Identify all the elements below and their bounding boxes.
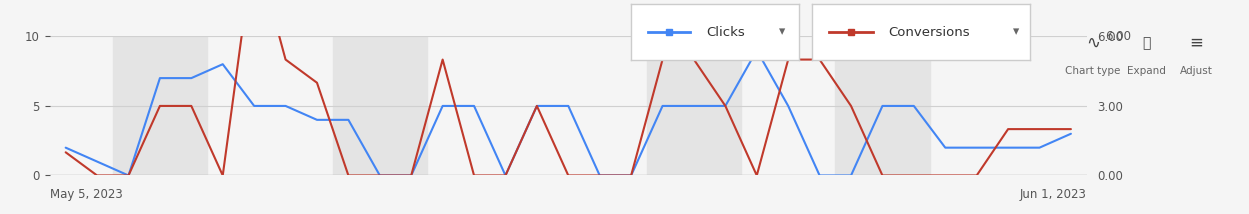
Bar [647, 36, 741, 175]
Text: ∿: ∿ [1085, 34, 1100, 52]
Text: ≡: ≡ [1189, 34, 1204, 52]
Text: Clicks: Clicks [707, 26, 746, 39]
Text: May 5, 2023: May 5, 2023 [50, 188, 122, 201]
Text: Expand: Expand [1127, 66, 1167, 76]
Text: 6.00: 6.00 [1105, 30, 1132, 43]
Bar [836, 36, 929, 175]
Text: ⛶: ⛶ [1143, 36, 1150, 50]
Text: ▾: ▾ [779, 26, 786, 39]
Text: Chart type: Chart type [1065, 66, 1120, 76]
Bar [112, 36, 207, 175]
Text: ▾: ▾ [1013, 26, 1019, 39]
Bar [332, 36, 427, 175]
Text: Conversions: Conversions [888, 26, 970, 39]
Text: Jun 1, 2023: Jun 1, 2023 [1019, 188, 1087, 201]
Text: Adjust: Adjust [1180, 66, 1213, 76]
